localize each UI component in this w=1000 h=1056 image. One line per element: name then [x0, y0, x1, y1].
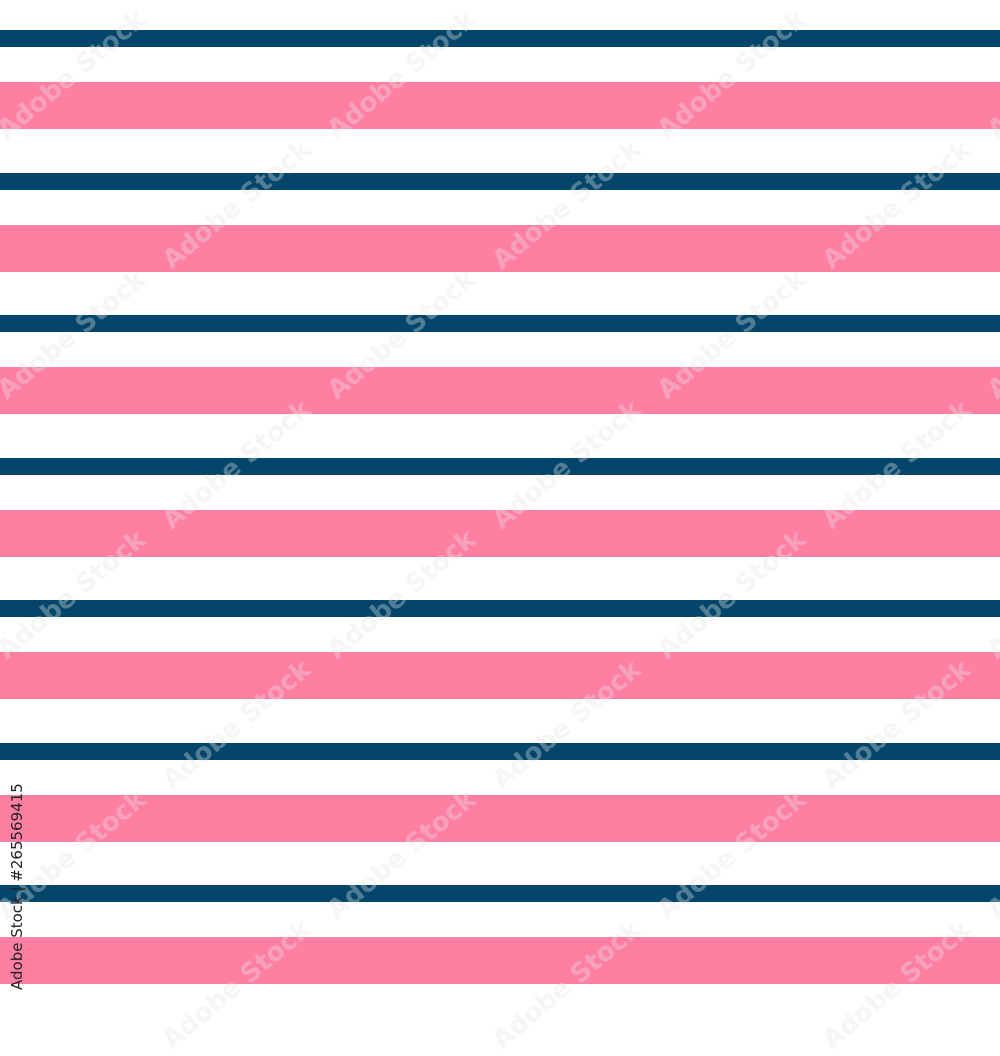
pink-stripe [0, 225, 1000, 272]
navy-stripe [0, 743, 1000, 760]
navy-stripe [0, 315, 1000, 332]
pink-stripe [0, 510, 1000, 557]
pink-stripe [0, 937, 1000, 984]
navy-stripe [0, 458, 1000, 475]
pink-stripe [0, 82, 1000, 129]
watermark: Adobe Stock [156, 914, 317, 1056]
pink-stripe [0, 652, 1000, 699]
watermark: Adobe Stock [816, 914, 977, 1056]
navy-stripe [0, 173, 1000, 190]
watermark: Adobe Stock [486, 914, 647, 1056]
navy-stripe [0, 30, 1000, 47]
pink-stripe [0, 795, 1000, 842]
stock-credit: Adobe Stock | #265569415 [8, 783, 26, 990]
navy-stripe [0, 600, 1000, 617]
navy-stripe [0, 885, 1000, 902]
pink-stripe [0, 367, 1000, 414]
